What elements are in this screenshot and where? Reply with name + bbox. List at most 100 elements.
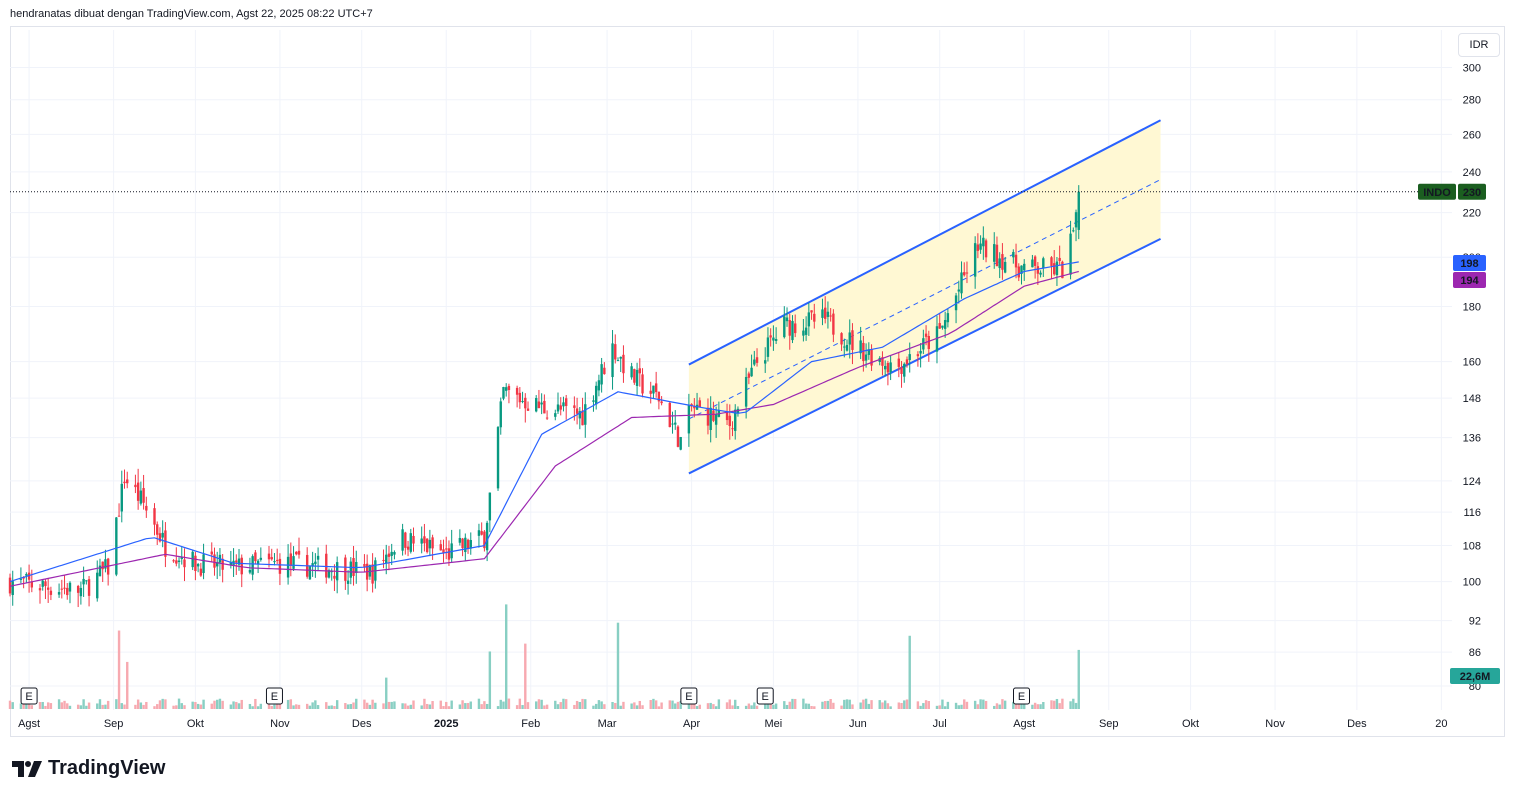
volume-bar: [11, 702, 14, 709]
volume-bar: [963, 699, 966, 709]
candle-body: [458, 537, 462, 543]
volume-bar: [477, 698, 481, 709]
volume-bar: [49, 703, 53, 709]
candle-body: [603, 367, 606, 375]
candle-body: [191, 551, 194, 568]
candle-body: [11, 581, 14, 596]
volume-bar: [657, 706, 661, 709]
candle-body: [79, 587, 83, 597]
candle-body: [1074, 212, 1078, 228]
candle-body: [101, 561, 104, 570]
volume-bar: [191, 701, 194, 709]
candle-body: [995, 244, 999, 267]
volume-bar: [466, 702, 470, 709]
volume-bar: [668, 700, 671, 709]
candle-body: [30, 581, 34, 588]
y-tick-label: 148: [1463, 393, 1481, 405]
volume-bar: [693, 702, 696, 709]
volume-bar: [365, 702, 369, 709]
candle-body: [158, 533, 162, 542]
volume-bar: [123, 704, 126, 709]
candle-body: [537, 401, 541, 409]
candle-body: [540, 402, 543, 405]
candle-body: [706, 407, 710, 426]
candle-body: [870, 349, 873, 366]
candle-body: [794, 323, 797, 334]
volume-bar: [68, 705, 72, 709]
candle-body: [194, 555, 197, 571]
volume-bar: [352, 702, 355, 709]
volume-bar: [791, 698, 794, 709]
volume-bar: [540, 699, 543, 709]
volume-bar: [922, 703, 925, 709]
volume-bar: [1069, 701, 1072, 709]
candle-body: [349, 561, 353, 578]
volume-bar: [728, 699, 731, 709]
earnings-marker: [20, 687, 38, 705]
candle-body: [1055, 261, 1059, 276]
volume-bar: [1077, 649, 1080, 709]
moving-averages: [9, 261, 1079, 587]
volume-bar: [66, 703, 69, 709]
volume-bar: [534, 701, 538, 709]
candle-body: [385, 554, 388, 564]
candle-body: [802, 330, 805, 336]
candle-body: [698, 400, 701, 408]
candle-body: [251, 556, 254, 575]
y-tick-label: 180: [1463, 302, 1481, 314]
volume-bar: [515, 705, 519, 709]
volume-bar: [404, 703, 407, 709]
earnings-marker: [756, 687, 774, 705]
y-tick-label: 220: [1463, 208, 1481, 220]
volume-bar: [581, 698, 584, 709]
candle-body: [240, 557, 243, 575]
volume-bar: [927, 701, 931, 709]
candle-body: [488, 492, 492, 521]
volume-bar: [619, 705, 622, 709]
candle-body: [499, 401, 502, 428]
volume-bar: [439, 700, 442, 709]
candle-body: [714, 414, 718, 425]
candle-body: [864, 354, 868, 361]
ema-fast-tag: 198: [1460, 258, 1478, 270]
candle-body: [442, 549, 445, 553]
volume-bar: [1055, 698, 1059, 709]
volume-bar: [19, 703, 23, 709]
candle-body: [1023, 263, 1026, 271]
volume-bar: [447, 706, 451, 709]
candle-body: [957, 289, 960, 292]
volume-bar: [976, 704, 980, 709]
volume-bar: [374, 702, 377, 709]
candle-body: [428, 539, 432, 549]
candle-body: [502, 386, 505, 399]
x-tick-label: 20: [1435, 718, 1447, 730]
volume-bar: [251, 706, 254, 709]
candle-body: [46, 587, 50, 590]
volume-bar: [104, 704, 107, 709]
candle-body: [295, 551, 298, 555]
candle-body: [848, 332, 851, 345]
volume-bar: [505, 604, 508, 709]
candle-body: [464, 537, 467, 553]
volume-bar: [327, 705, 331, 709]
parallel-channel: [688, 119, 1162, 475]
candle-body: [229, 561, 233, 566]
volume-bar: [316, 705, 320, 709]
tradingview-brand[interactable]: TradingView: [12, 757, 165, 780]
volume-bar: [270, 706, 273, 709]
volume-bar: [559, 702, 562, 709]
candle-body: [976, 244, 980, 251]
last-price-tag: 230: [1463, 187, 1481, 199]
candle-body: [524, 397, 527, 409]
candle-body: [19, 578, 23, 580]
volume-bar: [919, 705, 922, 709]
candle-body: [750, 367, 753, 377]
volume-bar: [145, 701, 148, 709]
currency-button[interactable]: IDR: [1458, 33, 1500, 57]
candle-body: [774, 339, 778, 341]
volume-bar: [232, 701, 235, 709]
volume-bar: [406, 705, 410, 709]
volume-bar: [706, 703, 710, 709]
